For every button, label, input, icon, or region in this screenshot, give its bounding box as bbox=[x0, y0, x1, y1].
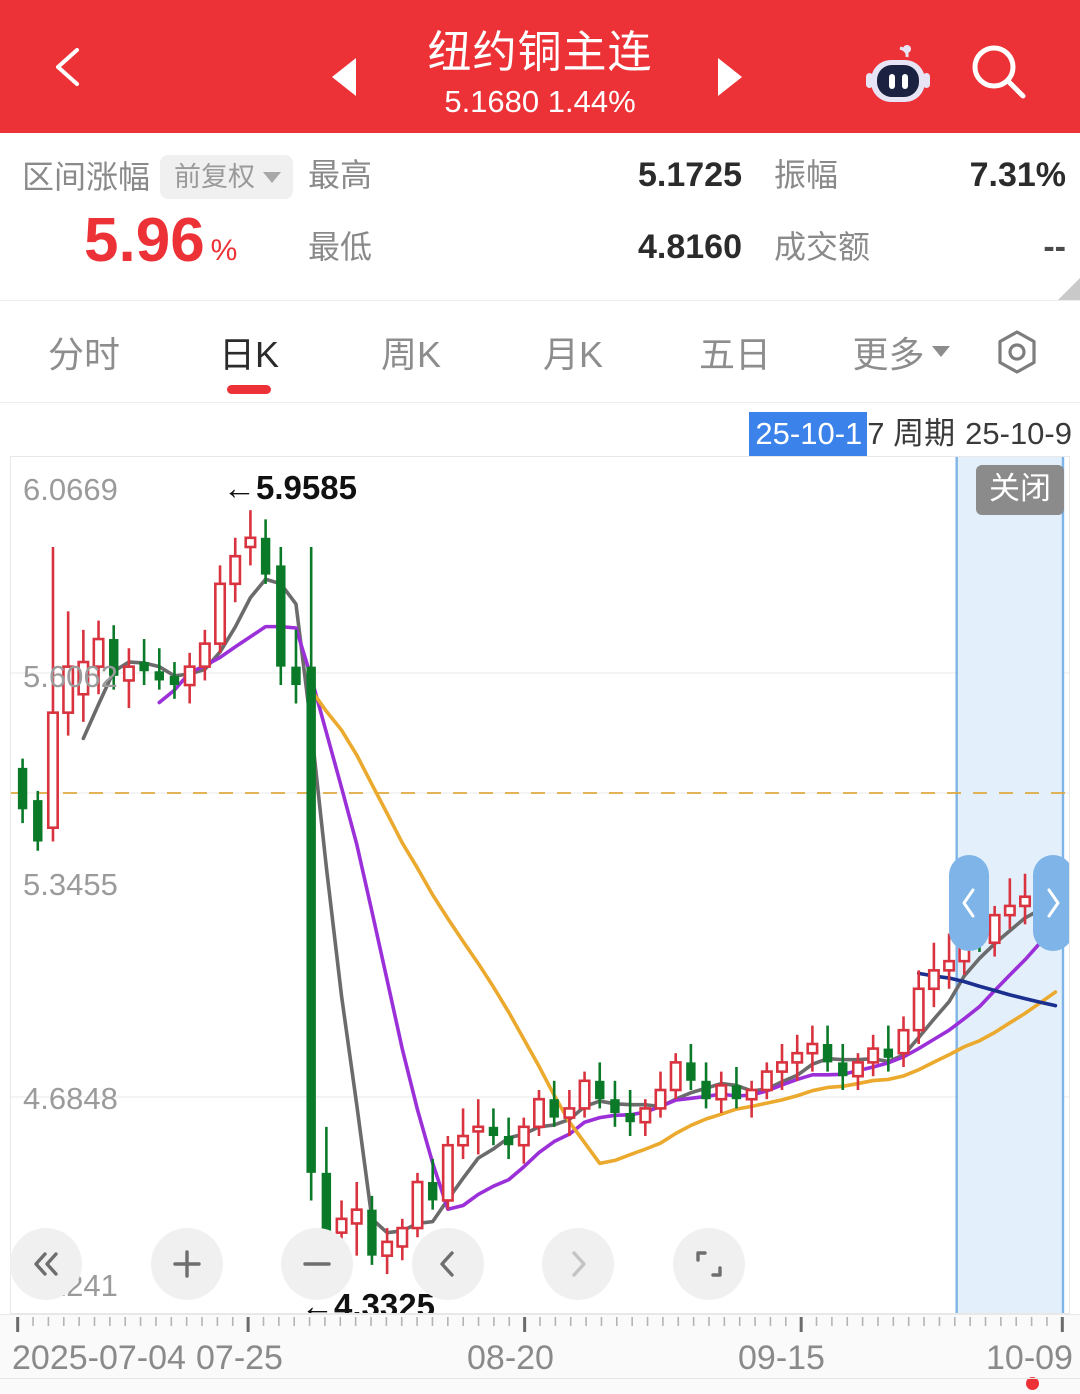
tab-intraday[interactable]: 分时 bbox=[0, 301, 168, 402]
selection-end-date: 25-10-9 bbox=[965, 416, 1072, 451]
range-gain-value-row: 5.96 % bbox=[22, 209, 302, 273]
chevron-down-icon bbox=[263, 171, 282, 183]
amplitude-label: 振幅 bbox=[774, 157, 839, 193]
stats-row-low: 最低 4.8160 成交额 -- bbox=[308, 225, 1066, 297]
adjust-mode-label: 前复权 bbox=[174, 162, 256, 192]
next-symbol-button[interactable] bbox=[718, 58, 742, 96]
adjust-mode-dropdown[interactable]: 前复权 bbox=[160, 155, 294, 199]
app-header: 纽约铜主连 5.1680 1.44% bbox=[0, 0, 1080, 133]
high-label: 最高 bbox=[308, 157, 373, 193]
latest-bar-marker bbox=[1026, 1377, 1039, 1390]
expand-corner-indicator[interactable] bbox=[1058, 278, 1080, 300]
previous-symbol-button[interactable] bbox=[332, 58, 356, 96]
hex-nut-settings-icon[interactable] bbox=[986, 321, 1048, 383]
tab-weekly-k[interactable]: 周K bbox=[330, 301, 492, 402]
chevron-down-icon bbox=[931, 346, 950, 357]
quote-stats-panel: 区间涨幅 前复权 5.96 % 最高 5.1725 振幅 7.31% 最低 4.… bbox=[0, 133, 1080, 301]
selection-start-date: 25-10-1 bbox=[749, 411, 868, 457]
turnover-label: 成交额 bbox=[774, 229, 871, 265]
candlestick-chart[interactable]: 6.0669 5.6062 5.3455 4.6848 4.2241 ←5.95… bbox=[10, 456, 1070, 1314]
selection-left-handle[interactable] bbox=[949, 855, 989, 951]
selection-period-bar: 25-10-1 7 周期 25-10-9 bbox=[0, 411, 1080, 457]
scroll-right-button[interactable] bbox=[542, 1228, 614, 1300]
range-gain-block: 区间涨幅 前复权 5.96 % bbox=[22, 155, 302, 273]
tab-five-day[interactable]: 五日 bbox=[654, 301, 816, 402]
x-axis-labels: 2025-07-04 07-25 08-20 09-15 10-09 bbox=[0, 1335, 1080, 1390]
back-button[interactable] bbox=[46, 44, 92, 90]
x-axis: 2025-07-04 07-25 08-20 09-15 10-09 bbox=[0, 1314, 1080, 1394]
chart-control-buttons bbox=[0, 1228, 1080, 1300]
low-value: 4.8160 bbox=[638, 228, 742, 266]
low-label: 最低 bbox=[308, 229, 373, 265]
stats-row-high: 最高 5.1725 振幅 7.31% bbox=[308, 153, 1066, 225]
tab-label: 更多 bbox=[852, 333, 925, 375]
bottom-divider bbox=[0, 1378, 1080, 1379]
zoom-in-button[interactable] bbox=[151, 1228, 223, 1300]
tab-label: 月K bbox=[542, 333, 603, 375]
fullscreen-button[interactable] bbox=[673, 1228, 745, 1300]
stats-grid: 最高 5.1725 振幅 7.31% 最低 4.8160 成交额 -- bbox=[308, 153, 1066, 297]
x-axis-label: 09-15 bbox=[738, 1339, 825, 1377]
x-axis-label: 08-20 bbox=[467, 1339, 554, 1377]
range-gain-value: 5.96 bbox=[84, 206, 205, 275]
chart-period-tabs: 分时 日K 周K 月K 五日 更多 bbox=[0, 301, 1080, 403]
selection-right-handle[interactable] bbox=[1033, 855, 1069, 951]
tab-label: 日K bbox=[218, 333, 279, 375]
x-axis-label: 07-25 bbox=[196, 1339, 283, 1377]
active-tab-underline bbox=[227, 385, 271, 394]
selection-bar-count: 7 周期 bbox=[867, 416, 956, 451]
range-gain-unit: % bbox=[210, 234, 238, 267]
turnover-value: -- bbox=[1043, 228, 1066, 266]
tab-label: 五日 bbox=[698, 333, 771, 375]
tab-more[interactable]: 更多 bbox=[816, 301, 986, 402]
amplitude-value: 7.31% bbox=[969, 156, 1066, 194]
tab-label: 分时 bbox=[47, 333, 120, 375]
x-axis-ticks bbox=[16, 1317, 1064, 1332]
jump-start-button[interactable] bbox=[10, 1228, 82, 1300]
range-gain-label: 区间涨幅 bbox=[22, 159, 151, 195]
close-selection-button[interactable]: 关闭 bbox=[976, 465, 1064, 515]
tab-label: 周K bbox=[380, 333, 441, 375]
tab-monthly-k[interactable]: 月K bbox=[492, 301, 654, 402]
scroll-left-button[interactable] bbox=[412, 1228, 484, 1300]
x-axis-label: 10-09 bbox=[986, 1339, 1073, 1377]
zoom-out-button[interactable] bbox=[281, 1228, 353, 1300]
chart-canvas bbox=[11, 457, 1069, 1313]
search-icon[interactable] bbox=[963, 38, 1035, 110]
robot-assistant-icon[interactable] bbox=[860, 40, 936, 121]
tab-daily-k[interactable]: 日K bbox=[168, 301, 330, 402]
high-value: 5.1725 bbox=[638, 156, 742, 194]
x-axis-label: 2025-07-04 bbox=[12, 1339, 186, 1377]
